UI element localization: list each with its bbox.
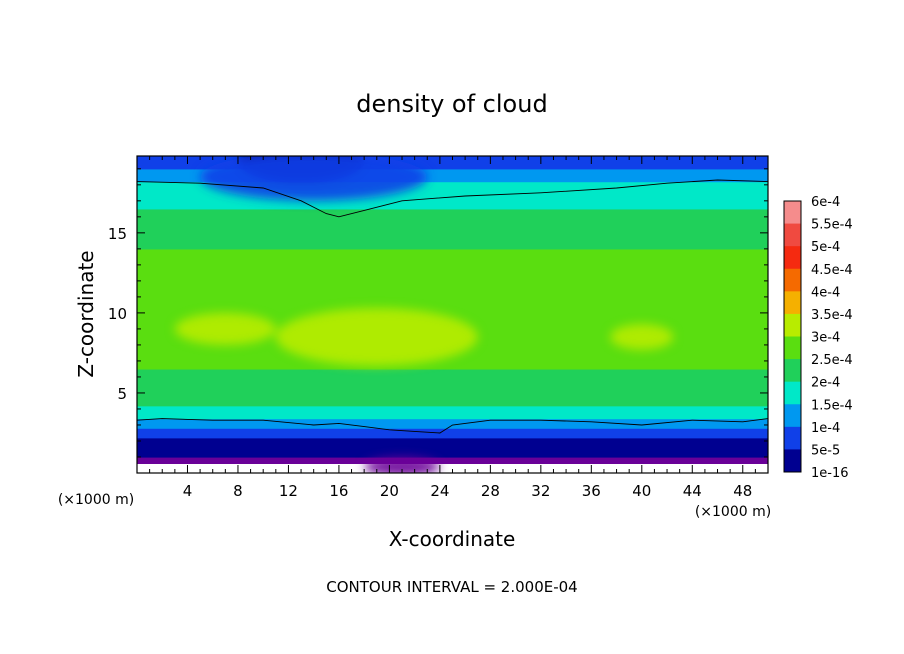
x-tick-label: 48 [733,482,752,500]
x-tick-label: 12 [279,482,298,500]
x-axis-ticks: 4 8 12 16 20 24 28 32 36 40 44 48 [149,156,756,500]
x-tick-label: 28 [481,482,500,500]
y-tick-label: 15 [108,225,127,243]
x-tick-label: 40 [632,482,651,500]
x-tick-label: 20 [380,482,399,500]
x-tick-label: 32 [531,482,550,500]
top-gap [200,156,428,201]
colorbar-swatch [784,223,801,247]
x-tick-label: 8 [233,482,243,500]
density-band-3 [137,437,768,448]
colorbar-swatch [784,291,801,315]
x-unit-left: (×1000 m) [58,492,134,508]
x-tick-label: 24 [430,482,449,500]
colorbar-label: 2.5e-4 [811,353,853,368]
colorbar-swatch [784,381,801,405]
colorbar-swatch [784,246,801,270]
colorbar-label: 4.5e-4 [811,263,853,278]
colorbar-label: 5.5e-4 [811,218,853,233]
colorbar-swatch [784,313,801,337]
east-highlight [610,324,674,350]
west-highlight [174,312,276,345]
colorbar-swatch [784,201,801,225]
y-tick-label: 10 [108,305,127,323]
y-axis-label: Z-coordinate [74,250,98,377]
contour-lines [137,179,768,434]
chart-title: density of cloud [356,90,547,118]
density-band-5 [137,418,768,429]
contour-interval-note: CONTOUR INTERVAL = 2.000E-04 [326,578,577,596]
colorbar-label: 3e-4 [811,331,840,346]
colorbar: 6e-4 5.5e-4 5e-4 4.5e-4 4e-4 3.5e-4 3e-4 2.5e-4… [783,195,853,481]
density-band-12 [137,272,768,298]
x-tick-label: 16 [329,482,348,500]
contour-lower [137,418,768,434]
density-band-14 [137,224,768,250]
colorbar-label: 5e-4 [811,240,840,255]
colorbar-swatch [784,336,801,360]
contour-upper [137,179,768,218]
colorbar-label: 2e-4 [811,376,840,391]
colorbar-swatch [784,449,801,473]
colorbar-frame [783,200,802,473]
x-tick-label: 44 [683,482,702,500]
base-gap [364,456,440,473]
plot-area [137,156,768,473]
density-highlights [174,156,674,473]
colorbar-label: 4e-4 [811,285,840,300]
x-unit-right: (×1000 m) [695,504,771,520]
colorbar-swatch [784,404,801,428]
density-band-4 [137,428,768,439]
density-band-15 [137,208,768,226]
density-band-17 [137,181,768,194]
colorbar-swatch [784,268,801,292]
x-axis-label: X-coordinate [389,527,516,551]
colorbar-swatch [784,359,801,383]
colorbar-swatch [784,426,801,450]
core-highlight [275,308,478,366]
colorbar-label: 1e-4 [811,421,840,436]
density-band-16 [137,192,768,210]
density-band-1 [137,456,768,464]
density-band-0 [137,463,768,473]
y-axis-ticks: 5 10 15 [108,168,768,458]
colorbar-label: 5e-5 [811,443,840,458]
colorbar-label: 6e-4 [811,195,840,210]
x-tick-label: 4 [183,482,193,500]
density-band-7 [137,392,768,407]
density-band-2 [137,447,768,458]
density-band-8 [137,368,768,394]
density-band-6 [137,405,768,420]
colorbar-label: 1e-16 [811,466,849,481]
y-tick-label: 5 [117,385,127,403]
density-band-13 [137,248,768,274]
colorbar-label: 1.5e-4 [811,398,853,413]
colorbar-label: 3.5e-4 [811,308,853,323]
x-tick-label: 36 [582,482,601,500]
